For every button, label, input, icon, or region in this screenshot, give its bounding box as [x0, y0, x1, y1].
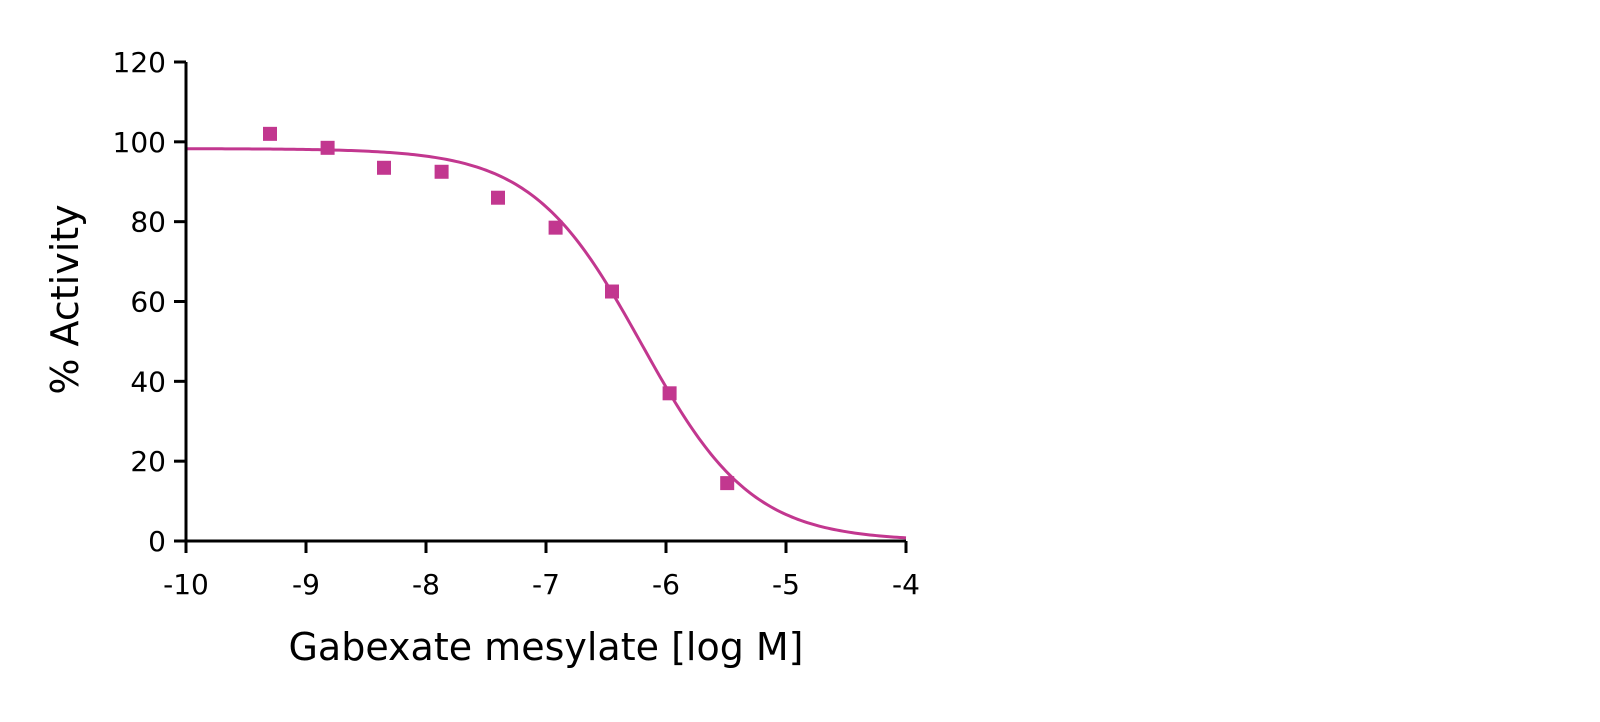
x-tick-label: -10 [163, 568, 209, 601]
data-point [377, 160, 391, 175]
data-point [548, 220, 563, 235]
data-points-layer [263, 126, 735, 491]
data-point [720, 476, 735, 491]
data-point [605, 284, 619, 299]
y-tick-label: 20 [130, 445, 166, 478]
y-tick-label: 0 [148, 525, 166, 558]
x-tick-label: -4 [892, 568, 920, 601]
x-axis-title: Gabexate mesylate [log M] [288, 625, 803, 669]
y-tick-label: 120 [113, 46, 166, 79]
y-tick-label: 40 [130, 365, 166, 398]
y-tick-label: 60 [130, 286, 166, 319]
data-point [491, 190, 505, 205]
y-axis-title: % Activity [43, 204, 87, 394]
data-point [662, 386, 677, 401]
data-point [263, 126, 277, 141]
data-point [434, 164, 449, 179]
x-tick-label: -6 [652, 568, 680, 601]
fit-curve-layer [186, 147, 907, 540]
x-tick-label: -7 [532, 568, 560, 601]
data-point [320, 140, 335, 155]
y-tick-label: 100 [113, 126, 166, 159]
x-tick-label: -9 [292, 568, 320, 601]
x-tick-label: -5 [772, 568, 800, 601]
fit-curve-line [186, 147, 907, 540]
x-tick-label: -8 [412, 568, 440, 601]
y-tick-label: 80 [130, 206, 166, 239]
axes-layer: 0 20 40 60 80 100 120 -10 -9 -8 -7 -6 -5 -4 [113, 46, 920, 601]
